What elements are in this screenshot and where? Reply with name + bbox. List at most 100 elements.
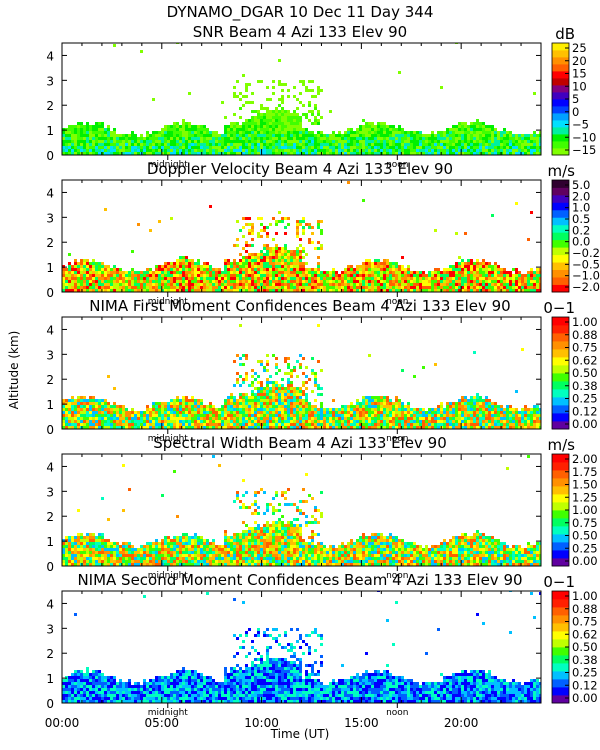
colorbar-segment [552,262,569,270]
colorbar-segment [552,269,569,278]
colorbar-segment [552,397,569,406]
colorbar-segment [552,663,569,672]
colorbar-segment [552,486,569,495]
colorbar-label: 0.38 [572,379,598,393]
colorbar-segment [552,180,569,188]
x-tick-label: 10:00 [244,716,279,730]
colorbar-segment [552,127,569,135]
midnight-marker: midnight [148,434,189,444]
colorbar-label: 0.00 [572,691,598,705]
y-tick-label: 4 [46,460,54,474]
x-tick-label: 05:00 [144,716,179,730]
colorbar-segment [552,470,569,479]
colorbar-segment [552,518,569,527]
panel-3: NIMA First Moment Confidences Beam 4 Azi… [46,297,597,444]
colorbar-segment [552,209,569,218]
y-tick-label: 3 [46,211,54,225]
panel-title: Spectral Width Beam 4 Azi 133 Elev 90 [153,434,447,452]
colorbar-label: 1.75 [572,465,598,479]
colorbar-segment [552,550,569,559]
y-tick-label: 2 [46,647,54,661]
y-tick-label: 0 [46,560,54,574]
colorbar-segment [552,134,569,142]
colorbar-segment [552,43,569,51]
colorbar-label: 0.38 [572,653,598,667]
colorbar-segment [552,542,569,551]
panel-title: Doppler Velocity Beam 4 Azi 133 Elev 90 [147,160,453,178]
colorbar-segment [552,85,569,93]
colorbar-segment [552,494,569,503]
colorbar-segment [552,232,569,241]
colorbar-label: 0.50 [572,366,598,380]
colorbar-segment [552,655,569,664]
colorbar-unit: 0−1 [543,299,575,317]
colorbar-segment [552,671,569,680]
colorbar-label: 0.5 [572,212,590,226]
colorbar-segment [552,413,569,422]
colorbar-unit: dB [555,25,575,43]
colorbar-segment [552,187,569,196]
colorbar-segment [552,623,569,632]
noon-marker: noon [386,571,408,581]
colorbar-segment [552,647,569,656]
y-tick-label: 3 [46,74,54,88]
colorbar-label: 0.00 [572,554,598,568]
colorbar-label: −0.5 [572,257,600,271]
colorbar-label: 25 [572,41,587,55]
noon-marker: noon [386,708,408,718]
colorbar-segment [552,341,569,350]
colorbar-label: 0.75 [572,516,598,530]
colorbar-segment [552,194,569,203]
colorbar-segment [552,478,569,487]
colorbar-label: 1.00 [572,503,598,517]
x-axis-label: Time (UT) [270,727,330,741]
colorbar-segment [552,247,569,256]
y-axis-label: Altitude (km) [7,331,21,410]
colorbar-label: 20 [572,54,587,68]
midnight-marker: midnight [148,708,189,718]
colorbar-segment [552,120,569,128]
colorbar-segment [552,454,569,463]
colorbar-segment [552,510,569,519]
colorbar-segment [552,421,569,430]
colorbar-label: 1.25 [572,490,598,504]
x-tick-label: 15:00 [344,716,379,730]
colorbar-segment [552,64,569,72]
colorbar-label: −2.0 [572,280,600,294]
colorbar-label: 1.00 [572,589,598,603]
colorbar-label: 0.75 [572,341,598,355]
colorbar-label: 0.25 [572,666,598,680]
midnight-marker: midnight [148,571,189,581]
colorbar-label: 2.0 [572,189,590,203]
y-tick-label: 0 [46,149,54,163]
y-tick-label: 0 [46,286,54,300]
colorbar-segment [552,106,569,114]
panel-5: NIMA Second Moment Confidences Beam 4 Az… [45,571,598,730]
colorbar-label: −1.0 [572,269,600,283]
colorbar-segment [552,365,569,374]
colorbar-segment [552,405,569,414]
y-tick-label: 3 [46,622,54,636]
y-tick-label: 4 [46,597,54,611]
colorbar-label: −15 [572,143,596,157]
colorbar-label: 0.12 [572,404,598,418]
data-field [62,455,541,566]
colorbar-segment [552,558,569,567]
colorbar-label: 2.00 [572,452,598,466]
y-tick-label: 1 [46,672,54,686]
colorbar-label: 0.25 [572,392,598,406]
colorbar-segment [552,502,569,511]
panel-2: Doppler Velocity Beam 4 Azi 133 Elev 90 m… [46,160,600,307]
y-tick-label: 2 [46,373,54,387]
colorbar-label: 1.00 [572,315,598,329]
colorbar-label: 15 [572,67,587,81]
y-tick-label: 4 [46,49,54,63]
y-tick-label: 1 [46,535,54,549]
y-tick-label: 1 [46,261,54,275]
colorbar-segment [552,78,569,86]
noon-marker: noon [386,297,408,307]
colorbar-segment [552,349,569,358]
colorbar-label: 0.2 [572,223,590,237]
colorbar-segment [552,381,569,390]
data-field [62,181,541,292]
